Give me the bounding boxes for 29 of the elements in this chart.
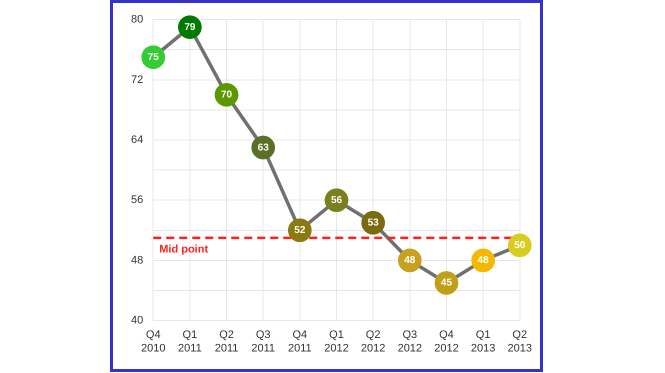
y-tick-label: 56 xyxy=(130,194,144,206)
y-tick-label: 64 xyxy=(130,134,144,146)
x-tick-label: Q1 2011 xyxy=(178,329,202,354)
x-tick-label: Q4 2011 xyxy=(288,329,312,354)
data-label: 70 xyxy=(220,90,233,101)
x-tick-label: Q2 2011 xyxy=(214,329,238,354)
x-tick-label: Q3 2012 xyxy=(398,329,422,354)
x-tick-label: Q1 2012 xyxy=(324,329,349,354)
y-tick-label: 72 xyxy=(130,74,144,86)
data-label: 52 xyxy=(294,225,306,236)
data-label: 56 xyxy=(330,194,342,206)
y-tick-label: 80 xyxy=(130,14,144,26)
ref-line-label: Mid point xyxy=(159,243,208,256)
x-tick-label: Q3 2011 xyxy=(251,329,276,354)
x-tick-label: Q4 2010 xyxy=(140,329,166,354)
data-label: 75 xyxy=(148,52,160,63)
data-label: 48 xyxy=(404,255,416,266)
data-label: 45 xyxy=(440,278,452,289)
y-tick-label: 48 xyxy=(130,254,144,266)
x-tick-label: Q4 2012 xyxy=(434,329,459,354)
x-tick-label: Q2 2013 xyxy=(508,329,532,354)
data-label: 53 xyxy=(368,218,380,229)
data-label: 79 xyxy=(184,22,196,33)
data-label: 48 xyxy=(478,255,490,266)
data-label: 63 xyxy=(258,142,270,154)
x-tick-label: Q2 2012 xyxy=(360,329,386,354)
data-label: 50 xyxy=(514,240,526,252)
y-tick-label: 40 xyxy=(130,314,144,327)
x-tick-label: Q1 2013 xyxy=(470,329,496,354)
